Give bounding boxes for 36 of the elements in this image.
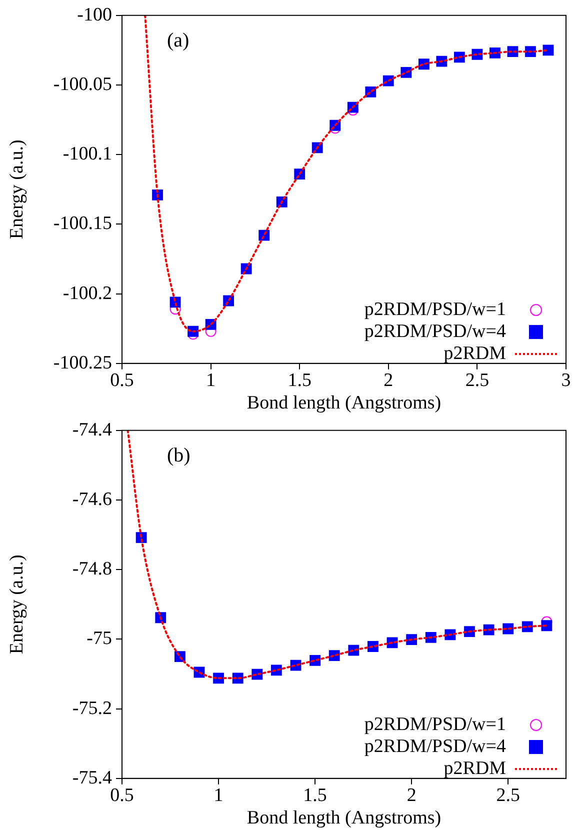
y-tick-label: -75.4 bbox=[72, 767, 112, 788]
legend-label: p2RDM/PSD/w=1 bbox=[364, 714, 506, 736]
y-tick-label: -74.4 bbox=[72, 419, 112, 440]
y-tick-label: -75.2 bbox=[72, 698, 112, 719]
point bbox=[541, 620, 552, 632]
y-axis-title: Energy (a.u.) bbox=[6, 554, 28, 654]
annotation: (a) bbox=[167, 30, 190, 52]
y-tick-label: -100.05 bbox=[53, 74, 112, 95]
y-tick-label: -74.6 bbox=[72, 488, 112, 510]
x-axis-title: Bond length (Angstroms) bbox=[246, 808, 442, 829]
y-tick-label: -100.25 bbox=[53, 352, 112, 374]
x-tick-label: 1 bbox=[214, 784, 224, 806]
x-tick-label: 0.5 bbox=[110, 370, 134, 391]
x-tick-label: 3 bbox=[561, 370, 571, 391]
legend-label: p2RDM bbox=[444, 758, 506, 780]
x-tick-label: 1 bbox=[206, 370, 216, 391]
x-axis-title: Bond length (Angstroms) bbox=[246, 392, 442, 414]
x-tick-label: 0.5 bbox=[110, 784, 134, 806]
x-tick-label: 2.5 bbox=[465, 370, 490, 391]
y-tick-label: -100.2 bbox=[62, 282, 112, 304]
x-tick-label: 1.5 bbox=[288, 370, 312, 391]
x-tick-label: 2 bbox=[406, 784, 416, 806]
y-axis-title: Energy (a.u.) bbox=[6, 140, 28, 240]
y-tick-label: -74.8 bbox=[72, 558, 112, 580]
legend-label: p2RDM/PSD/w=1 bbox=[364, 299, 506, 321]
y-tick-label: -100.1 bbox=[62, 144, 112, 165]
legend-label: p2RDM/PSD/w=4 bbox=[364, 736, 506, 758]
annotation: (b) bbox=[167, 444, 190, 467]
y-tick-label: -75 bbox=[86, 628, 112, 650]
x-tick-label: 2.5 bbox=[496, 784, 520, 806]
legend-label: p2RDM bbox=[444, 343, 506, 365]
y-tick-label: -100 bbox=[77, 4, 112, 26]
y-tick-label: -100.15 bbox=[53, 213, 112, 234]
legend-label: p2RDM/PSD/w=4 bbox=[364, 321, 506, 343]
x-tick-label: 2 bbox=[384, 370, 394, 391]
x-tick-label: 1.5 bbox=[303, 784, 327, 806]
